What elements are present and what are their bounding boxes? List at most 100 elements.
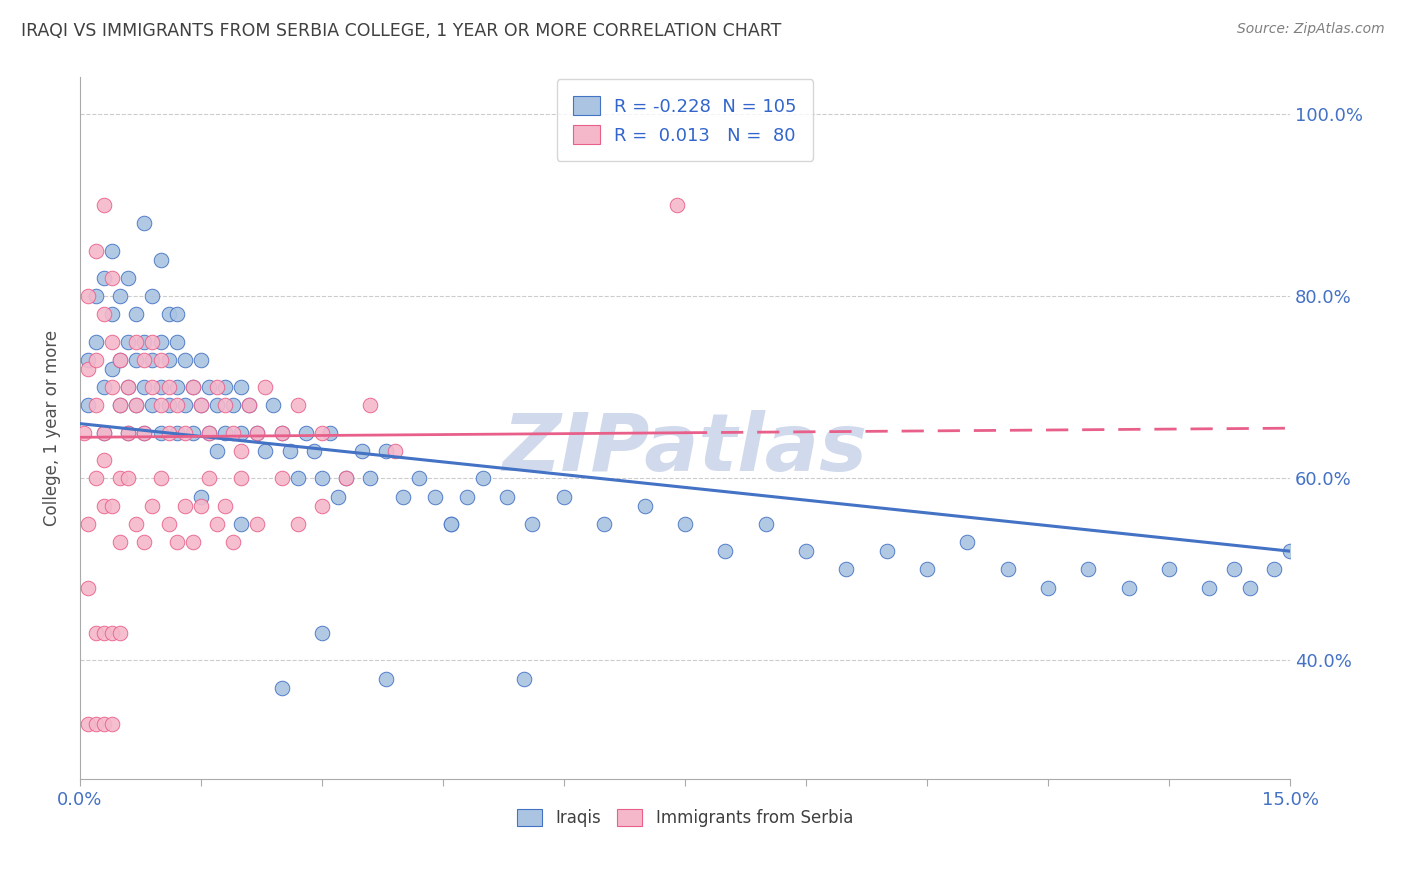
Point (77, 362, 100, 376)
Point (755, 516, 778, 531)
Point (181, 425, 204, 440)
Point (117, 380, 139, 394)
Point (77, 289, 100, 303)
Point (263, 398, 285, 412)
Point (84, 471, 107, 485)
Point (222, 398, 245, 412)
Point (190, 398, 212, 412)
Point (633, 499, 655, 513)
Point (311, 471, 333, 485)
Point (125, 307, 148, 321)
Point (246, 516, 269, 531)
Point (93, 198, 115, 212)
Point (205, 516, 228, 531)
Point (335, 471, 357, 485)
Point (125, 398, 148, 412)
Point (101, 362, 124, 376)
Point (157, 516, 180, 531)
Point (84, 289, 107, 303)
Point (149, 471, 172, 485)
Point (125, 352, 148, 367)
Point (134, 352, 156, 367)
Point (1077, 562, 1099, 576)
Point (125, 516, 148, 531)
Point (302, 444, 325, 458)
Point (101, 499, 124, 513)
Point (149, 334, 172, 349)
Point (835, 562, 858, 576)
Point (108, 352, 131, 367)
Point (335, 471, 357, 485)
Point (714, 544, 737, 558)
Point (117, 271, 139, 285)
Point (214, 380, 236, 394)
Point (254, 444, 277, 458)
Point (287, 516, 309, 531)
Point (553, 490, 575, 504)
Point (141, 289, 163, 303)
Point (141, 352, 163, 367)
Point (77, 516, 100, 531)
Point (101, 244, 124, 258)
Point (84, 626, 107, 640)
Point (246, 425, 269, 440)
Point (326, 490, 349, 504)
Point (77, 717, 100, 731)
Point (157, 380, 180, 394)
Point (1036, 581, 1059, 595)
Point (84, 244, 107, 258)
Point (238, 398, 260, 412)
Point (166, 334, 188, 349)
Point (423, 490, 446, 504)
Point (311, 626, 333, 640)
Point (166, 307, 188, 321)
Point (876, 544, 898, 558)
Point (294, 425, 316, 440)
Point (149, 380, 172, 394)
Point (1279, 544, 1302, 558)
Point (125, 334, 148, 349)
Point (270, 425, 292, 440)
Point (1198, 581, 1220, 595)
Point (205, 398, 228, 412)
Point (173, 425, 195, 440)
Point (149, 252, 172, 267)
Point (117, 380, 139, 394)
Point (84, 334, 107, 349)
Point (117, 334, 139, 349)
Point (214, 425, 236, 440)
Point (375, 672, 398, 686)
Point (93, 626, 115, 640)
Point (1263, 562, 1285, 576)
Point (593, 516, 616, 531)
Point (190, 398, 212, 412)
Point (198, 380, 221, 394)
Point (205, 444, 228, 458)
Point (101, 307, 124, 321)
Point (472, 471, 495, 485)
Legend: Iraqis, Immigrants from Serbia: Iraqis, Immigrants from Serbia (510, 802, 860, 834)
Point (166, 535, 188, 549)
Point (311, 499, 333, 513)
Point (1118, 581, 1140, 595)
Point (157, 398, 180, 412)
Point (270, 425, 292, 440)
Point (117, 471, 139, 485)
Point (231, 471, 253, 485)
Point (1222, 562, 1244, 576)
Point (157, 352, 180, 367)
Point (359, 471, 381, 485)
Point (231, 444, 253, 458)
Point (141, 380, 163, 394)
Point (352, 444, 374, 458)
Point (77, 398, 100, 412)
Point (173, 499, 195, 513)
Point (311, 425, 333, 440)
Point (520, 516, 543, 531)
Point (222, 535, 245, 549)
Point (93, 380, 115, 394)
Point (287, 471, 309, 485)
Point (149, 352, 172, 367)
Point (359, 398, 381, 412)
Point (270, 471, 292, 485)
